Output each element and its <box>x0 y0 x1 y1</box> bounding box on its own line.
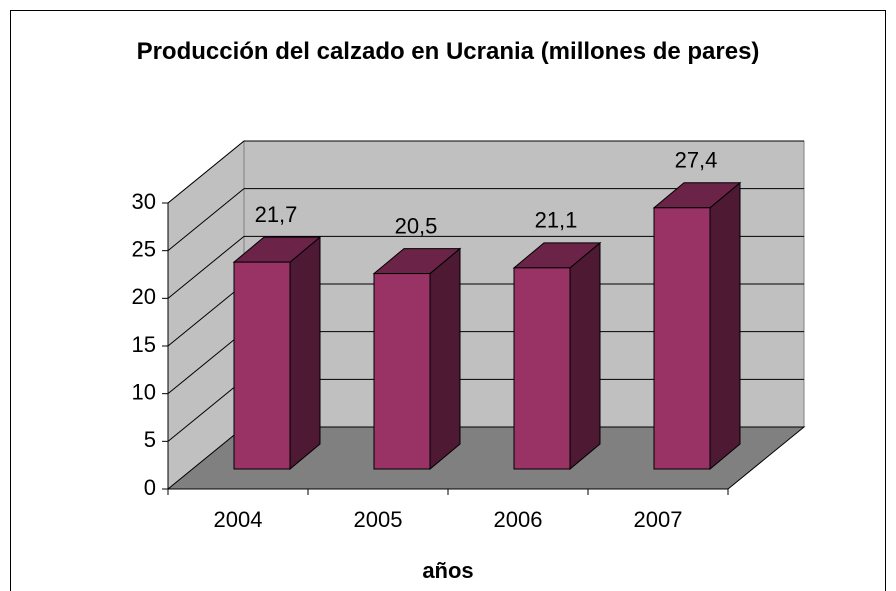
data-label: 21,1 <box>535 208 578 233</box>
x-tick-label: 2004 <box>214 507 263 532</box>
grid-line <box>167 140 245 204</box>
x-tick-label: 2005 <box>354 507 403 532</box>
x-axis-title: años <box>422 558 473 583</box>
y-tick-label: 25 <box>132 236 156 261</box>
data-label: 21,7 <box>255 202 298 227</box>
chart-title: Producción del calzado en Ucrania (millo… <box>136 38 760 65</box>
data-label: 20,5 <box>395 213 438 238</box>
y-tick-label: 5 <box>144 427 156 452</box>
bar <box>653 207 711 470</box>
bar-side <box>709 181 741 471</box>
bar-side <box>429 247 461 471</box>
grid-line <box>167 235 245 299</box>
y-tick-label: 10 <box>132 379 156 404</box>
y-tick-label: 0 <box>144 475 156 500</box>
grid-line <box>167 331 245 395</box>
y-tick-label: 30 <box>132 189 156 214</box>
grid-line <box>167 188 245 252</box>
y-tick-label: 15 <box>132 332 156 357</box>
bar <box>373 273 431 470</box>
bar-side <box>289 236 321 471</box>
data-label: 27,4 <box>675 148 718 173</box>
bar <box>513 267 571 470</box>
bar <box>233 261 291 470</box>
x-tick-label: 2007 <box>634 507 683 532</box>
y-tick-label: 20 <box>132 284 156 309</box>
x-tick-label: 2006 <box>494 507 543 532</box>
bar-side <box>569 241 601 471</box>
grid-line <box>167 283 245 347</box>
grid-line <box>167 378 245 442</box>
